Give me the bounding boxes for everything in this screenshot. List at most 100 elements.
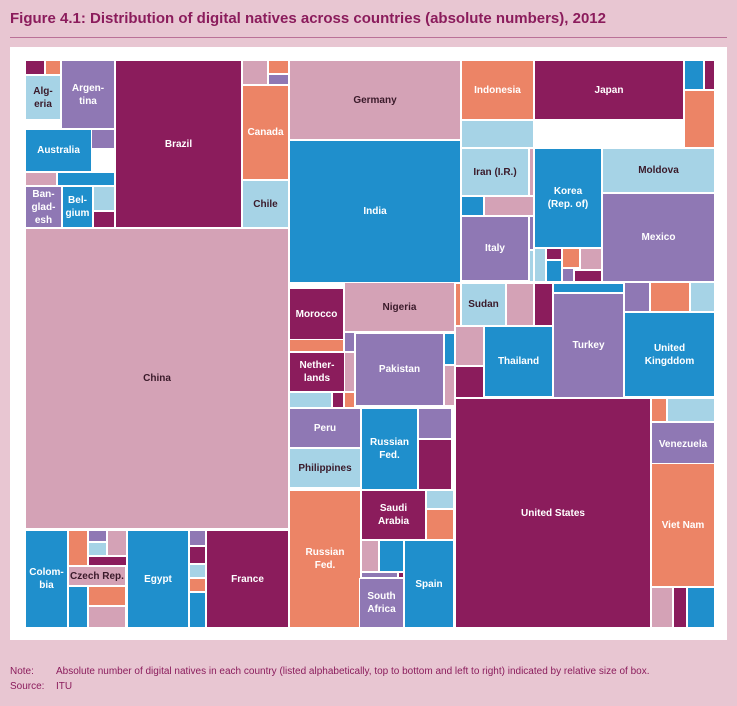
treemap-box-label: Italy [484,243,505,254]
treemap-box-unlabeled [379,540,404,572]
treemap-box: Argen- tina [61,60,115,129]
treemap-box-label: Germany [353,94,397,106]
treemap-box-unlabeled [189,592,206,628]
treemap-box: United Kingddom [624,312,715,397]
treemap-box-unlabeled [667,398,715,422]
treemap-box: Italy [461,216,529,281]
figure-title: Figure 4.1: Distribution of digital nati… [10,10,606,27]
treemap-box-unlabeled [529,216,534,250]
treemap-box-unlabeled [189,564,206,578]
treemap-box-unlabeled [687,587,715,628]
treemap-box: Russian Fed. [289,490,361,628]
treemap-box: Japan [534,60,684,120]
treemap-box-label: Viet Nam [661,519,705,531]
treemap-box: Colom- bia [25,530,68,628]
treemap-box-label: Mexico [641,232,676,243]
treemap-box-label: Korea (Rep. of) [547,186,589,210]
treemap-box-label: United States [521,507,585,519]
treemap-box-unlabeled [529,148,534,196]
treemap-box-unlabeled [624,282,650,312]
treemap-box: China [25,228,289,529]
treemap-box-label: Russian Fed. [305,547,345,571]
treemap-box-unlabeled [189,578,206,592]
treemap-box: Australia [25,129,92,172]
treemap-box-unlabeled [68,586,88,628]
treemap-box-unlabeled [704,60,715,90]
treemap-box: Morocco [289,288,344,340]
source-key: Source: [10,681,45,692]
treemap-box: Egypt [127,530,189,628]
treemap-box-label: Nether- lands [299,360,335,384]
treemap-box-unlabeled [673,587,687,628]
treemap-box-label: United Kingddom [644,342,695,367]
footnote-note: Note: Absolute number of digital natives … [10,666,649,677]
treemap-box-label: Spain [415,578,443,590]
treemap-box-unlabeled [455,366,484,398]
treemap-box-unlabeled [332,392,344,408]
treemap-box: Indonesia [461,60,534,120]
treemap-box-unlabeled [242,60,268,85]
treemap-box-unlabeled [684,60,704,90]
treemap-box: Pakistan [355,333,444,406]
treemap-box-unlabeled [88,586,126,606]
treemap-box-label: Colom- bia [29,567,64,591]
treemap-box: India [289,140,461,283]
treemap-box: Venezuela [651,422,715,466]
treemap-box-unlabeled [361,540,379,572]
footnote-source: Source: ITU [10,681,72,692]
treemap-box-label: Thailand [497,356,540,367]
treemap-box-unlabeled [57,172,115,186]
treemap-box-unlabeled [344,332,355,352]
treemap-box-unlabeled [268,74,289,85]
treemap-box-label: Moldova [638,165,679,176]
treemap-box-unlabeled [461,196,484,216]
treemap-box: Chile [242,180,289,228]
treemap-box-unlabeled [546,248,562,260]
treemap-box-unlabeled [455,326,484,366]
treemap-box-unlabeled [650,282,690,312]
treemap-box: Nether- lands [289,352,345,392]
treemap-box-label: Ban- glad- esh [31,188,56,226]
treemap-box-unlabeled [553,283,624,293]
treemap-box-unlabeled [506,283,534,326]
treemap-box: Iran (I.R.) [461,148,529,196]
treemap-box-label: Bel- gium [65,195,90,219]
treemap-box-label: Pakistan [378,364,421,375]
treemap-box-unlabeled [418,439,452,490]
treemap-box: Turkey [553,293,624,398]
treemap-box: South Africa [359,578,404,628]
treemap-box-unlabeled [398,572,404,578]
treemap-box-label: Chile [253,198,278,210]
note-text: Absolute number of digital natives in ea… [56,666,650,677]
treemap-box-unlabeled [461,120,534,148]
note-key: Note: [10,666,34,677]
treemap-box-unlabeled [444,365,455,406]
title-rule [10,37,727,38]
treemap-box-label: Iran (I.R.) [473,166,517,178]
treemap-box-unlabeled [189,546,206,564]
treemap-box-label: Morocco [295,308,338,320]
treemap-box: Moldova [602,148,715,193]
treemap-box: United States [455,398,651,628]
treemap-box-label: Egypt [144,573,172,585]
treemap-box-label: Japan [594,84,624,96]
treemap-box-unlabeled [484,196,534,216]
treemap-box-label: China [143,373,171,384]
treemap-box-unlabeled [289,392,332,408]
treemap-box: Nigeria [344,282,455,332]
treemap-box-label: Alg- eria [33,85,53,110]
treemap-box-label: France [231,573,264,585]
treemap-box-label: Turkey [572,340,605,351]
source-text: ITU [56,681,73,692]
treemap-box-unlabeled [93,211,115,228]
treemap-box: Sudan [461,283,506,326]
treemap-box-unlabeled [455,283,461,326]
treemap-box-unlabeled [344,352,355,392]
treemap-box-label: Venezuela [658,438,708,450]
chart-panel: Alg- eria Argen- tina Brazil Canada Germany I… [10,47,727,640]
treemap-box-label: Australia [37,145,80,156]
treemap-box-label: India [363,206,387,217]
treemap-box: Alg- eria [25,75,61,120]
treemap-box-unlabeled [546,260,562,282]
treemap-box-unlabeled [562,248,580,268]
